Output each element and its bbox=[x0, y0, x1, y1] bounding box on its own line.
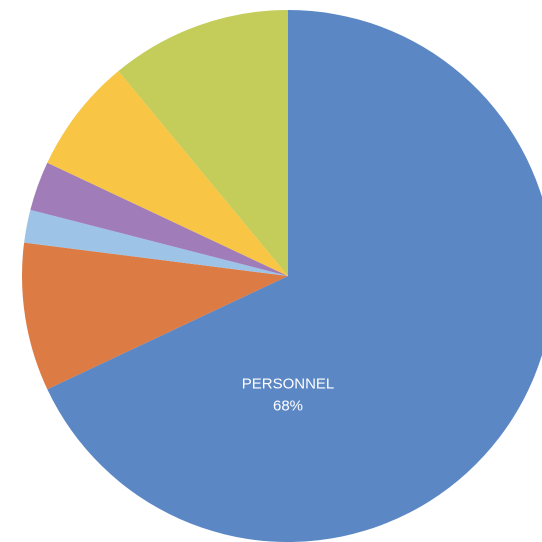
pie-slice bbox=[47, 71, 288, 276]
slice-label: PERSONNEL bbox=[242, 376, 335, 393]
pie-slice bbox=[47, 10, 542, 542]
slice-value-label: 68% bbox=[273, 398, 303, 415]
pie-slice bbox=[21, 242, 289, 390]
pie-slice bbox=[30, 162, 289, 276]
pie-slice bbox=[118, 10, 288, 276]
pie-slice bbox=[24, 209, 288, 276]
